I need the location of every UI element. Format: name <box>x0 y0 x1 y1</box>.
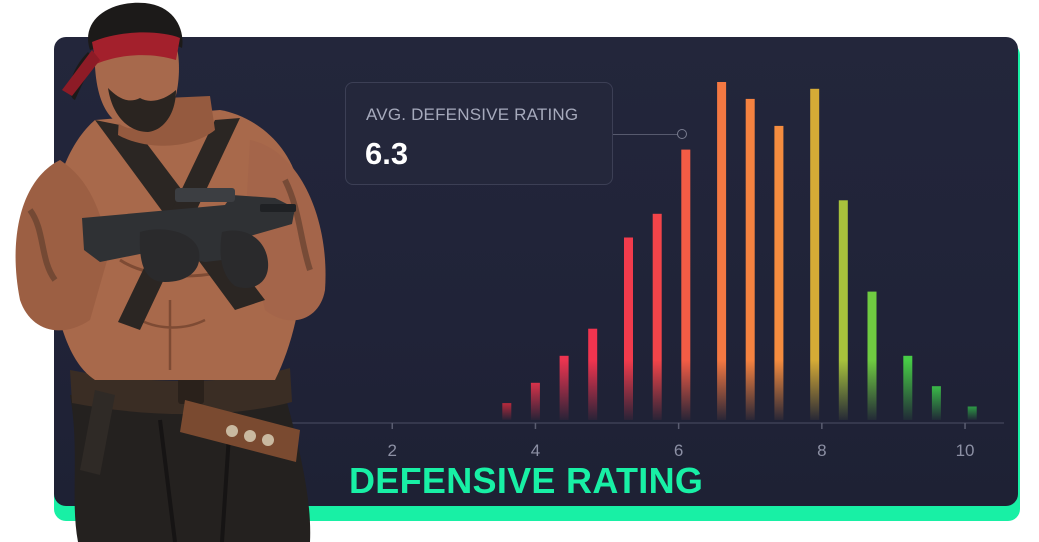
bar-4 <box>624 237 633 420</box>
bar-0 <box>502 403 512 420</box>
x-tick-label-8: 8 <box>817 441 826 460</box>
bar-3 <box>588 328 598 420</box>
tooltip-connector-line <box>613 134 679 135</box>
bar-15 <box>967 406 977 420</box>
x-tick-label-10: 10 <box>956 441 975 460</box>
bar-8 <box>745 98 755 421</box>
tooltip-value: 6.3 <box>365 136 409 171</box>
bar-13 <box>903 355 913 420</box>
bar-10 <box>810 88 820 421</box>
bar-2 <box>559 355 569 420</box>
avg-rating-tooltip: AVG. DEFENSIVE RATING 6.3 <box>345 82 613 185</box>
tooltip-connector-dot <box>677 129 687 139</box>
bar-7 <box>717 82 727 420</box>
rating-distribution-chart: 2 4 6 8 10 <box>292 82 1004 460</box>
bars-group <box>502 82 977 421</box>
bar-6 <box>681 149 691 420</box>
x-tick-label-4: 4 <box>531 441 540 460</box>
bar-11 <box>838 200 848 420</box>
character-illustration <box>15 2 326 542</box>
bar-5 <box>652 213 662 420</box>
x-tick-label-6: 6 <box>674 441 683 460</box>
chart-title: DEFENSIVE RATING <box>349 460 704 501</box>
x-axis-ticks: 2 4 6 8 10 <box>388 423 975 460</box>
bar-12 <box>867 291 877 420</box>
bar-9 <box>774 125 784 421</box>
bar-1 <box>530 382 540 420</box>
x-tick-label-2: 2 <box>388 441 397 460</box>
bar-14 <box>931 386 941 420</box>
tooltip-label: AVG. DEFENSIVE RATING <box>366 105 579 124</box>
